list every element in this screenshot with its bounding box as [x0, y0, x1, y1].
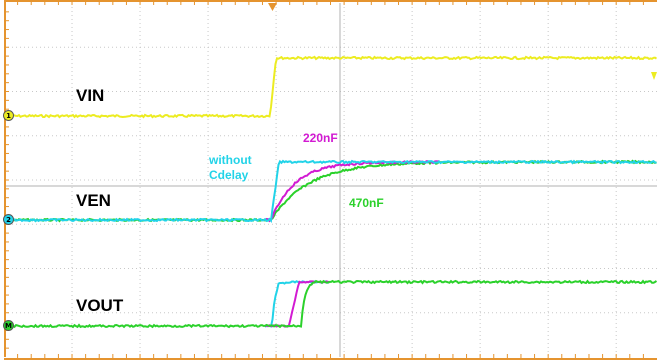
vout-label: VOUT	[76, 296, 124, 315]
traces	[9, 55, 657, 329]
vin-trace	[9, 55, 657, 119]
channel-1-marker: 1	[3, 110, 14, 121]
cap-470nf-label: 470nF	[349, 196, 384, 210]
vin-label: VIN	[76, 86, 105, 105]
ven-label: VEN	[76, 191, 111, 210]
vout-470nf-trace	[9, 279, 657, 329]
cap-220nf-label: 220nF	[303, 131, 338, 145]
trigger-marker-icon	[268, 3, 277, 11]
without-label-line1: without	[209, 153, 252, 167]
channel-2-marker: 2	[3, 214, 14, 225]
without-label-line2: Cdelay	[209, 168, 249, 182]
vin-offscreen-arrow-icon	[651, 72, 657, 80]
ven-without-cdelay-trace	[9, 159, 657, 224]
without-cdelay-label: without Cdelay	[209, 153, 252, 183]
channel-math-marker: M	[3, 320, 14, 331]
